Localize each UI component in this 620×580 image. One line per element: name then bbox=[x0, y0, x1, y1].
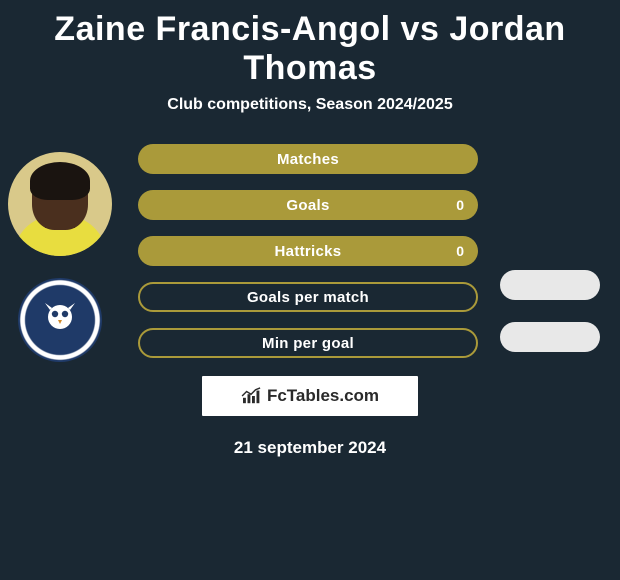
stat-bar-value: 0 bbox=[456, 243, 464, 259]
stat-bar-label: Goals bbox=[286, 197, 329, 214]
stats-area: Matches Goals 0 Hattricks 0 Goals per match Mi… bbox=[0, 144, 620, 358]
page-subtitle: Club competitions, Season 2024/2025 bbox=[0, 96, 620, 144]
stat-bar-value: 0 bbox=[456, 197, 464, 213]
stat-bar: Goals 0 bbox=[138, 190, 478, 220]
stat-bar-label: Min per goal bbox=[262, 335, 354, 352]
stat-bar-label: Goals per match bbox=[247, 289, 369, 306]
stat-bar-label: Hattricks bbox=[275, 243, 342, 260]
player-photo bbox=[8, 152, 112, 256]
club-badge bbox=[18, 278, 102, 362]
stat-bar: Matches bbox=[138, 144, 478, 174]
page-title: Zaine Francis-Angol vs Jordan Thomas bbox=[0, 0, 620, 96]
comparison-pill bbox=[500, 322, 600, 352]
chart-icon bbox=[241, 387, 263, 405]
stat-bar: Goals per match bbox=[138, 282, 478, 312]
stat-bar: Min per goal bbox=[138, 328, 478, 358]
date-text: 21 september 2024 bbox=[0, 438, 620, 458]
stat-bar: Hattricks 0 bbox=[138, 236, 478, 266]
comparison-pill bbox=[500, 270, 600, 300]
stat-bar-label: Matches bbox=[277, 151, 339, 168]
branding-badge: FcTables.com bbox=[202, 376, 418, 416]
branding-text: FcTables.com bbox=[267, 386, 379, 406]
